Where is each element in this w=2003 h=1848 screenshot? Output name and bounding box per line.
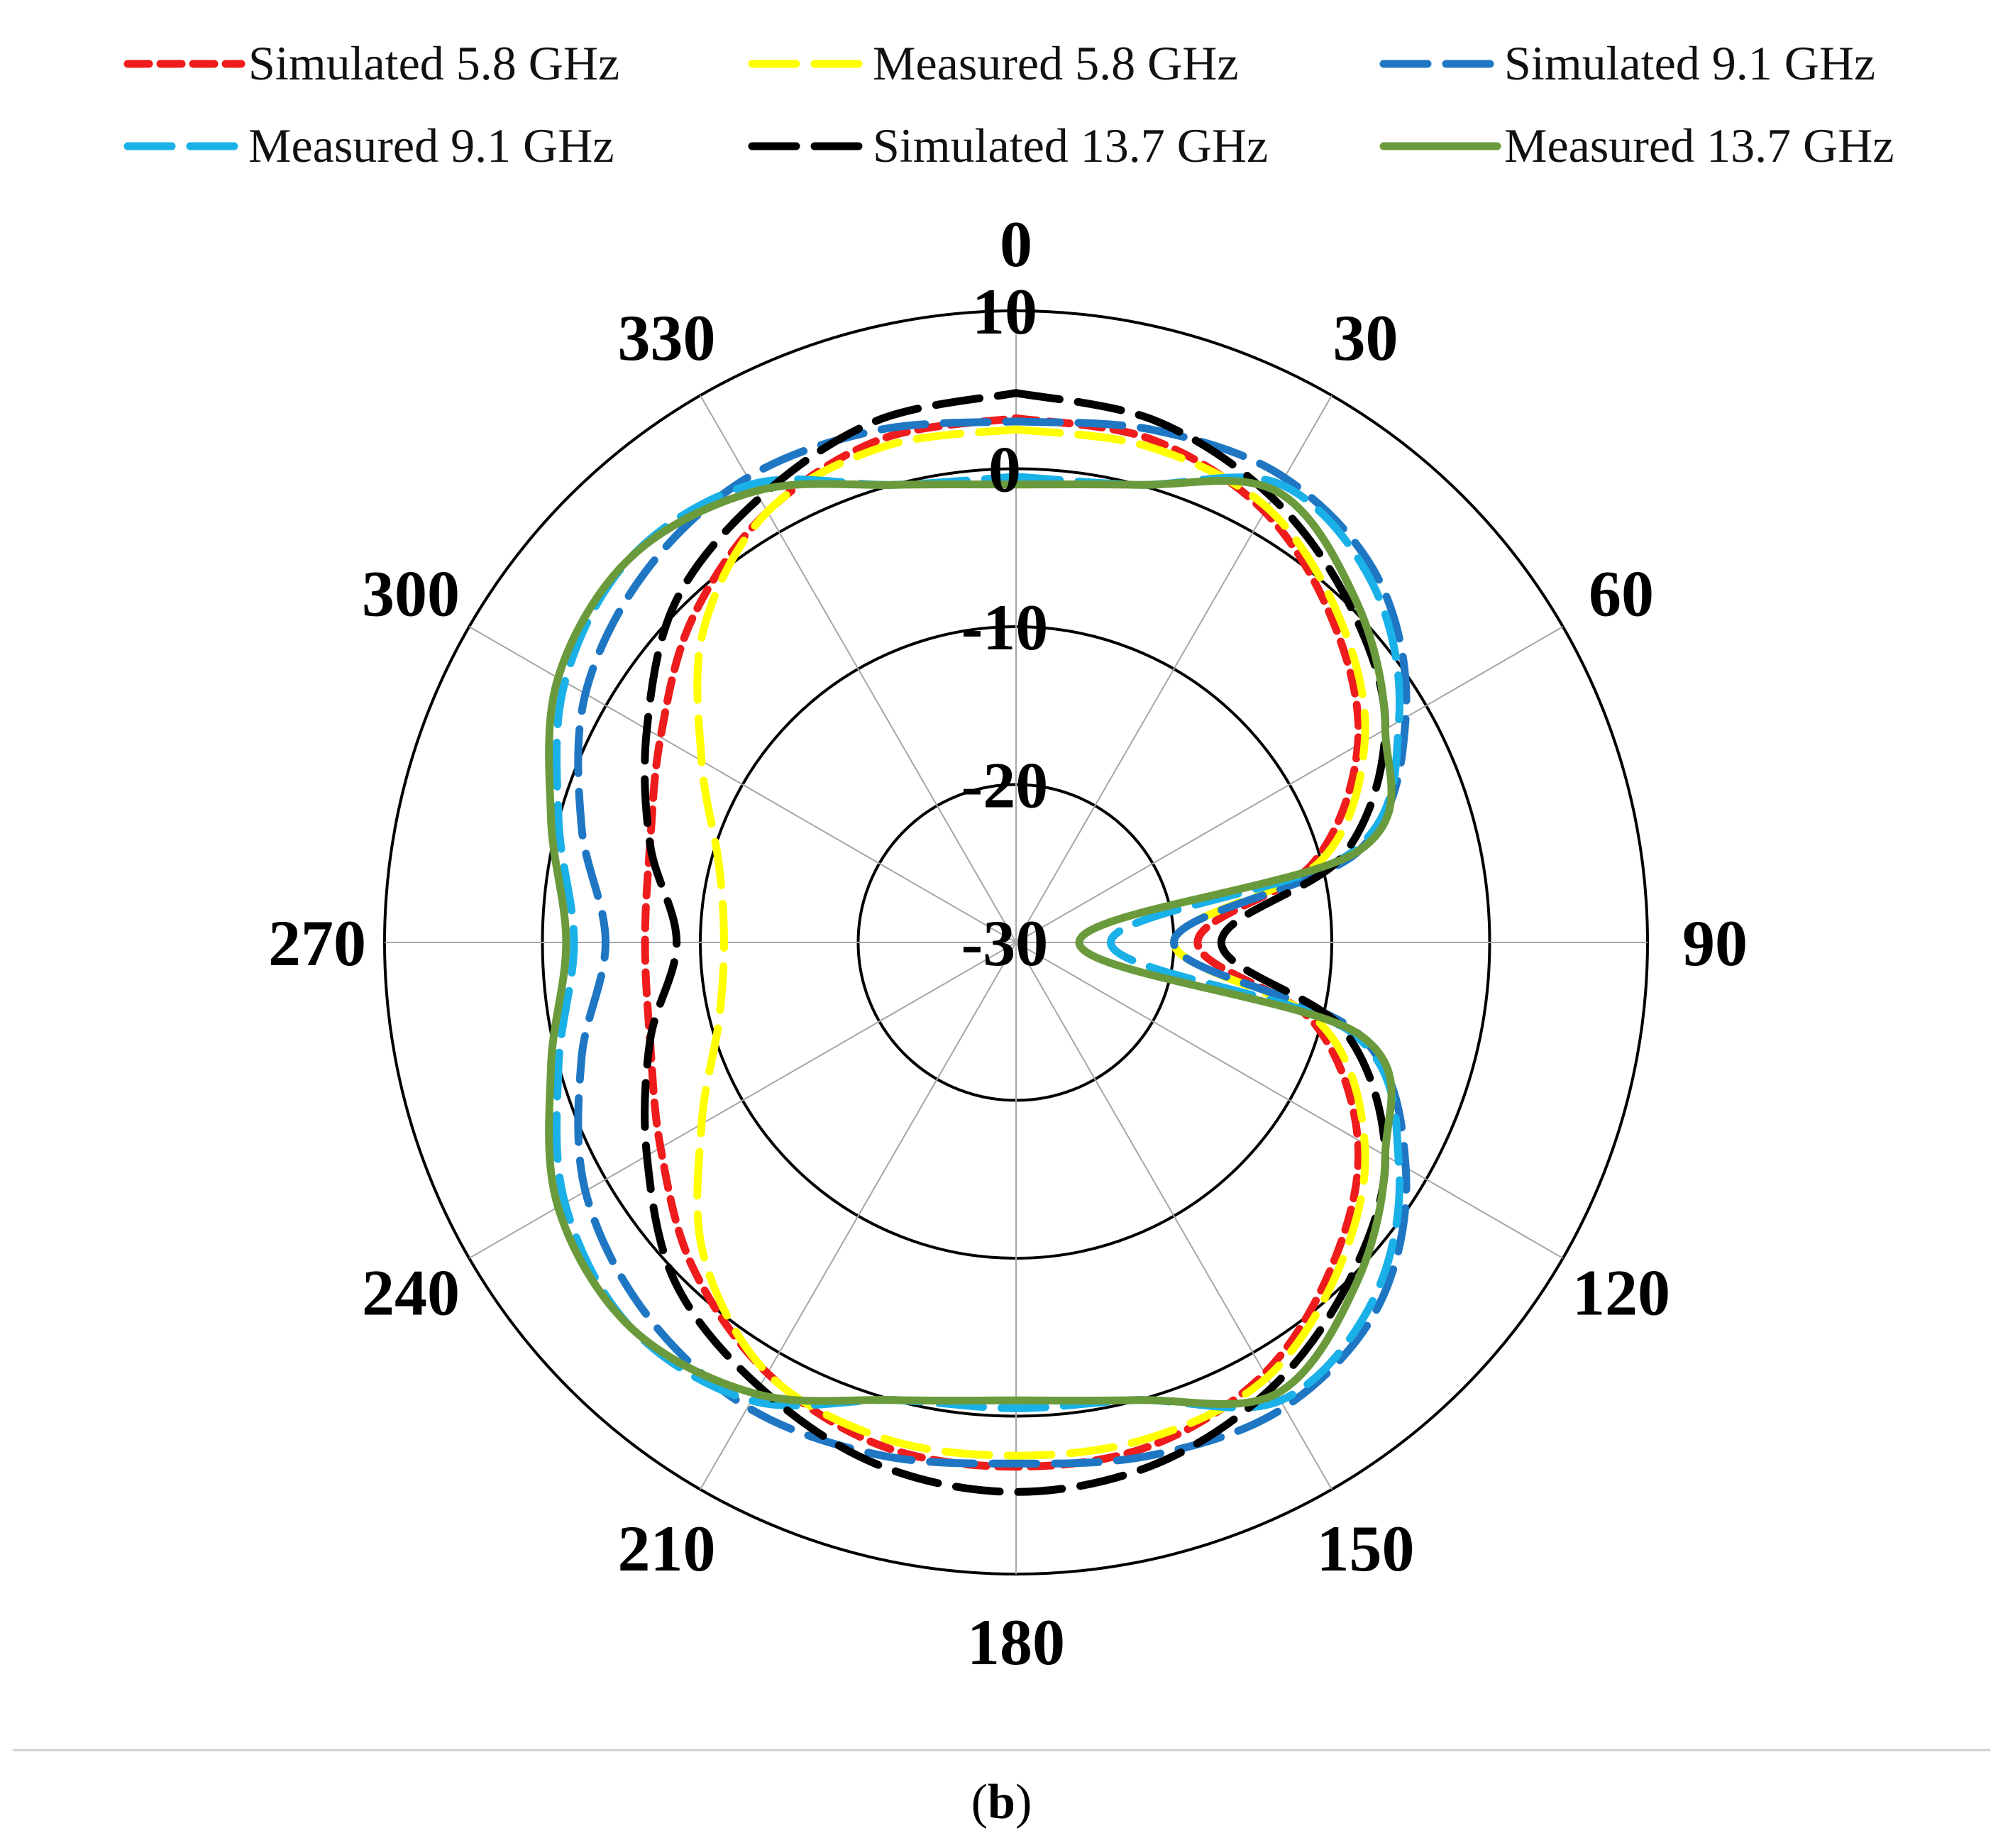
series-line	[552, 473, 1404, 1412]
panel-label: (b)	[0, 1774, 2003, 1831]
radial-tick-label: -30	[961, 907, 1049, 979]
legend-label: Simulated 9.1 GHz	[1504, 36, 1875, 90]
radial-tick-label: 10	[972, 275, 1037, 348]
radial-tick-label: -20	[961, 749, 1049, 822]
legend-item: Simulated 9.1 GHz	[1379, 36, 1875, 90]
series-lines	[545, 389, 1411, 1496]
legend-item: Measured 9.1 GHz	[123, 119, 614, 172]
angle-tick-label: 180	[967, 1606, 1065, 1678]
angle-tick-label: 120	[1572, 1257, 1670, 1329]
angle-tick-label: 330	[618, 302, 716, 374]
legend-label: Simulated 5.8 GHz	[248, 36, 619, 90]
legend-item: Measured 5.8 GHz	[748, 36, 1239, 90]
angle-tick-label: 270	[268, 907, 366, 979]
series-line	[693, 425, 1369, 1460]
panel-label-open: (	[971, 1775, 988, 1830]
angle-tick-label: 60	[1589, 558, 1654, 630]
radial-tick-labels: 10 0 -10 -20 -30	[961, 275, 1049, 979]
angle-tick-label: 90	[1682, 907, 1748, 979]
radial-tick-label: -10	[961, 591, 1049, 664]
panel-label-close: )	[1015, 1775, 1032, 1830]
legend-item: Simulated 5.8 GHz	[123, 36, 619, 90]
grid-spoke	[1015, 942, 1564, 1259]
legend-label: Simulated 13.7 GHz	[873, 119, 1268, 172]
legend-label: Measured 5.8 GHz	[873, 36, 1239, 90]
series-line	[574, 417, 1411, 1468]
angle-tick-label: 240	[362, 1257, 460, 1329]
legend: Simulated 5.8 GHz Measured 5.8 GHz Simulat…	[123, 36, 1894, 172]
angle-tick-label: 30	[1333, 302, 1398, 374]
legend-item: Simulated 13.7 GHz	[748, 119, 1268, 172]
angle-tick-label: 0	[1000, 208, 1032, 280]
radial-tick-label: 0	[988, 434, 1021, 506]
angle-tick-label: 300	[362, 558, 460, 630]
angle-tick-label: 150	[1317, 1512, 1415, 1585]
grid-spoke	[1015, 626, 1564, 943]
legend-label: Measured 13.7 GHz	[1504, 119, 1894, 172]
legend-label: Measured 9.1 GHz	[248, 119, 614, 172]
series-line	[545, 477, 1396, 1408]
angle-tick-labels: 0 30 60 90 120 150 180 210 240 270 300 330	[268, 208, 1748, 1678]
panel-label-letter: b	[988, 1775, 1015, 1830]
angle-tick-label: 210	[618, 1512, 716, 1585]
legend-item: Measured 13.7 GHz	[1379, 119, 1894, 172]
